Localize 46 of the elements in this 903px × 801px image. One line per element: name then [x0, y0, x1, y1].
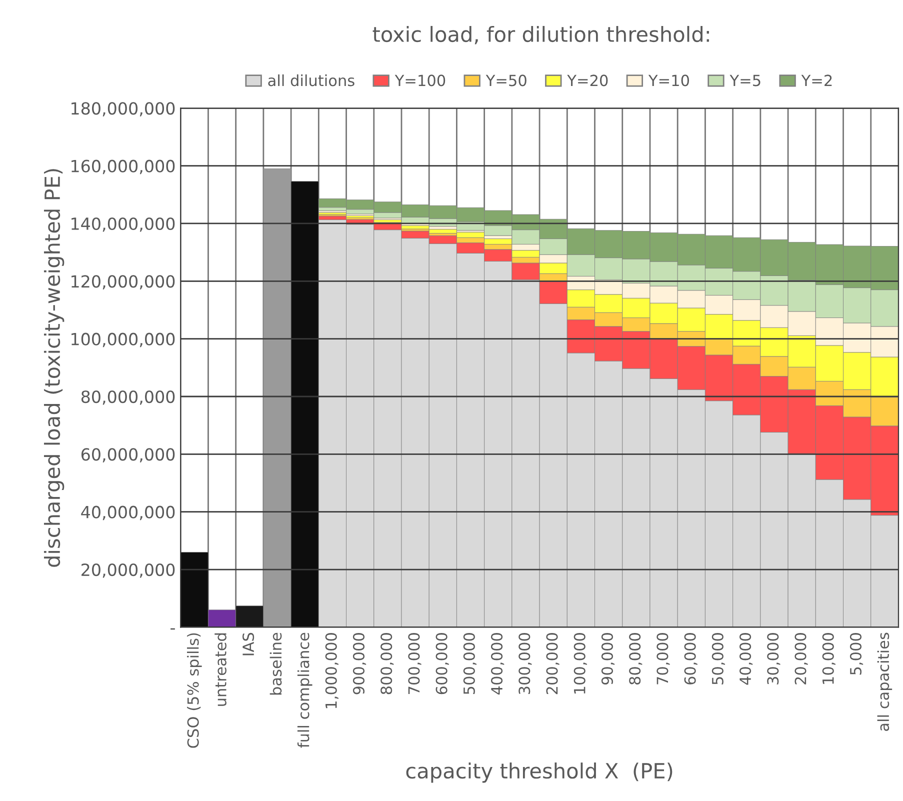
x-tick-label: 60,000 [684, 633, 698, 684]
x-tick-label: untreated [214, 633, 226, 706]
y-tick-label: 120,000,000 [72, 275, 175, 290]
x-tick-label: IAS [242, 632, 254, 656]
x-tick-label: 1,000,000 [325, 633, 338, 708]
x-tick-label: 40,000 [740, 633, 753, 685]
x-tick-label: 100,000 [574, 633, 587, 694]
y-tick-label: 60,000,000 [81, 448, 175, 462]
x-tick-label: 5,000 [850, 633, 864, 675]
legend-label: Y=10 [648, 74, 689, 86]
x-tick-label: 300,000 [518, 633, 532, 694]
legend-label: Y=20 [567, 74, 608, 86]
x-tick-label: 500,000 [463, 633, 477, 694]
y-axis-title: discharged load (toxicity-weighted PE) [44, 169, 64, 567]
y-tick-label: 80,000,000 [81, 390, 175, 405]
legend-label: all dilutions [268, 74, 354, 86]
x-tick-label: all capacities [877, 632, 892, 731]
x-tick-label: 20,000 [794, 633, 808, 684]
y-tick-label: 140,000,000 [72, 217, 175, 232]
x-tick-label: 800,000 [380, 633, 394, 694]
x-tick-label: 30,000 [767, 633, 780, 684]
x-tick-label: 70,000 [656, 633, 670, 684]
y-tick-label: 100,000,000 [72, 332, 175, 348]
y-tick-label: - [170, 628, 175, 630]
x-tick-label: 10,000 [822, 633, 836, 684]
chart-title: toxic load, for dilution threshold: [372, 26, 709, 44]
y-tick-label: 160,000,000 [72, 160, 175, 174]
legend-label: Y=2 [801, 74, 832, 86]
x-tick-label: 80,000 [629, 633, 642, 684]
y-tick-label: 180,000,000 [72, 102, 175, 116]
y-tick-label: 40,000,000 [81, 506, 175, 520]
legend-label: Y=100 [394, 74, 446, 86]
x-tick-label: 700,000 [408, 633, 422, 694]
x-axis-title: capacity threshold X (PE) [406, 762, 672, 783]
x-tick-label: 900,000 [352, 633, 366, 694]
x-tick-label: CSO (5% spills) [187, 633, 202, 748]
x-tick-label: full compliance [297, 632, 312, 748]
x-tick-label: 600,000 [436, 633, 449, 694]
x-tick-label: 50,000 [712, 633, 726, 684]
x-tick-label: 200,000 [546, 633, 560, 694]
x-tick-label: 400,000 [491, 633, 504, 694]
x-tick-label: baseline [270, 632, 282, 695]
y-tick-label: 20,000,000 [82, 563, 175, 578]
x-tick-label: 90,000 [601, 633, 615, 685]
legend-label: Y=50 [486, 74, 526, 86]
legend-label: Y=5 [730, 74, 760, 86]
